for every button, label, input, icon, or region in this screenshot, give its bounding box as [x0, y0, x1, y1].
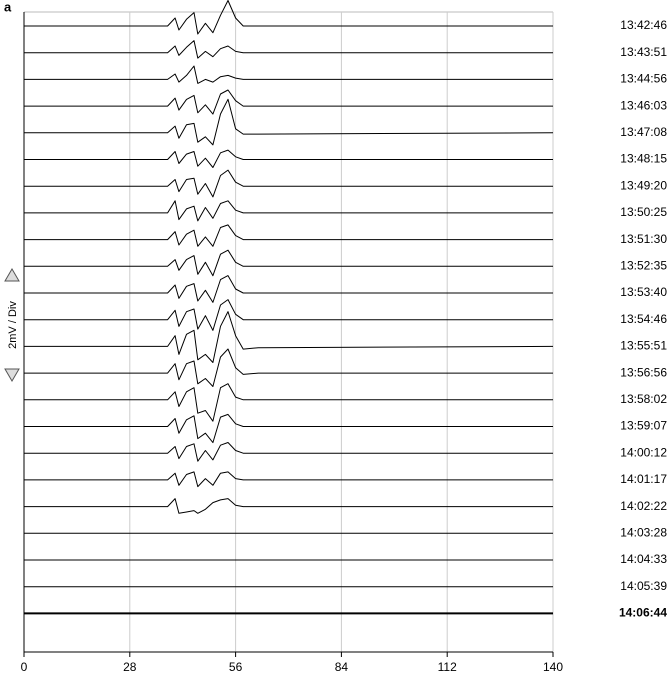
- trace: [24, 348, 553, 387]
- trace-label: 13:46:03: [620, 98, 667, 112]
- x-tick-label: 140: [543, 660, 563, 674]
- trace-label: 13:44:56: [620, 72, 667, 86]
- trace-label: 13:43:51: [620, 45, 667, 59]
- trace: [24, 89, 553, 115]
- trace-label: 13:50:25: [620, 205, 667, 219]
- trace-label: 13:51:30: [620, 232, 667, 246]
- trace-label: 14:02:22: [620, 499, 667, 513]
- trace: [24, 311, 554, 363]
- trace-label: 13:49:20: [620, 178, 667, 192]
- trace-label: 13:58:02: [620, 392, 667, 406]
- trace: [24, 249, 553, 277]
- x-tick-label: 112: [438, 660, 457, 674]
- trace: [24, 200, 553, 222]
- y-label: 2mV / Div: [7, 301, 19, 349]
- trace-label: 13:47:08: [620, 125, 667, 139]
- trace-label: 13:53:40: [620, 285, 667, 299]
- scale-up-arrow[interactable]: [4, 268, 20, 282]
- trace: [24, 471, 553, 488]
- trace: [24, 65, 553, 84]
- x-tick-label: 0: [21, 660, 28, 674]
- trace: [24, 40, 553, 59]
- x-tick-label: 84: [335, 660, 349, 674]
- x-tick-label: 28: [123, 660, 137, 674]
- x-tick-label: 56: [229, 660, 243, 674]
- trace-label: 13:42:46: [620, 18, 667, 32]
- trace: [24, 299, 553, 331]
- trace-label: 14:04:33: [620, 552, 667, 566]
- trace-label: 13:52:35: [620, 258, 667, 272]
- trace: [24, 275, 553, 303]
- trace-label: 13:55:51: [620, 339, 667, 353]
- trace-label: 14:06:44: [619, 606, 667, 620]
- trace: [24, 224, 553, 247]
- trace-label: 14:00:12: [620, 445, 667, 459]
- trace: [24, 498, 553, 514]
- trace: [24, 98, 554, 146]
- trace-label: 13:54:46: [620, 312, 667, 326]
- trace-label: 13:48:15: [620, 152, 667, 166]
- panel-label: a: [4, 0, 12, 14]
- trace: [24, 413, 553, 444]
- trace-label: 14:01:17: [620, 472, 667, 486]
- trace: [24, 442, 553, 462]
- trace: [24, 0, 553, 35]
- trace-label: 13:59:07: [620, 419, 667, 433]
- trace: [24, 149, 553, 168]
- trace-label: 13:56:56: [620, 365, 667, 379]
- trace: [24, 169, 553, 198]
- trace-label: 14:05:39: [620, 579, 667, 593]
- trace: [24, 383, 553, 422]
- trace-label: 14:03:28: [620, 525, 667, 539]
- scale-down-arrow[interactable]: [4, 368, 20, 382]
